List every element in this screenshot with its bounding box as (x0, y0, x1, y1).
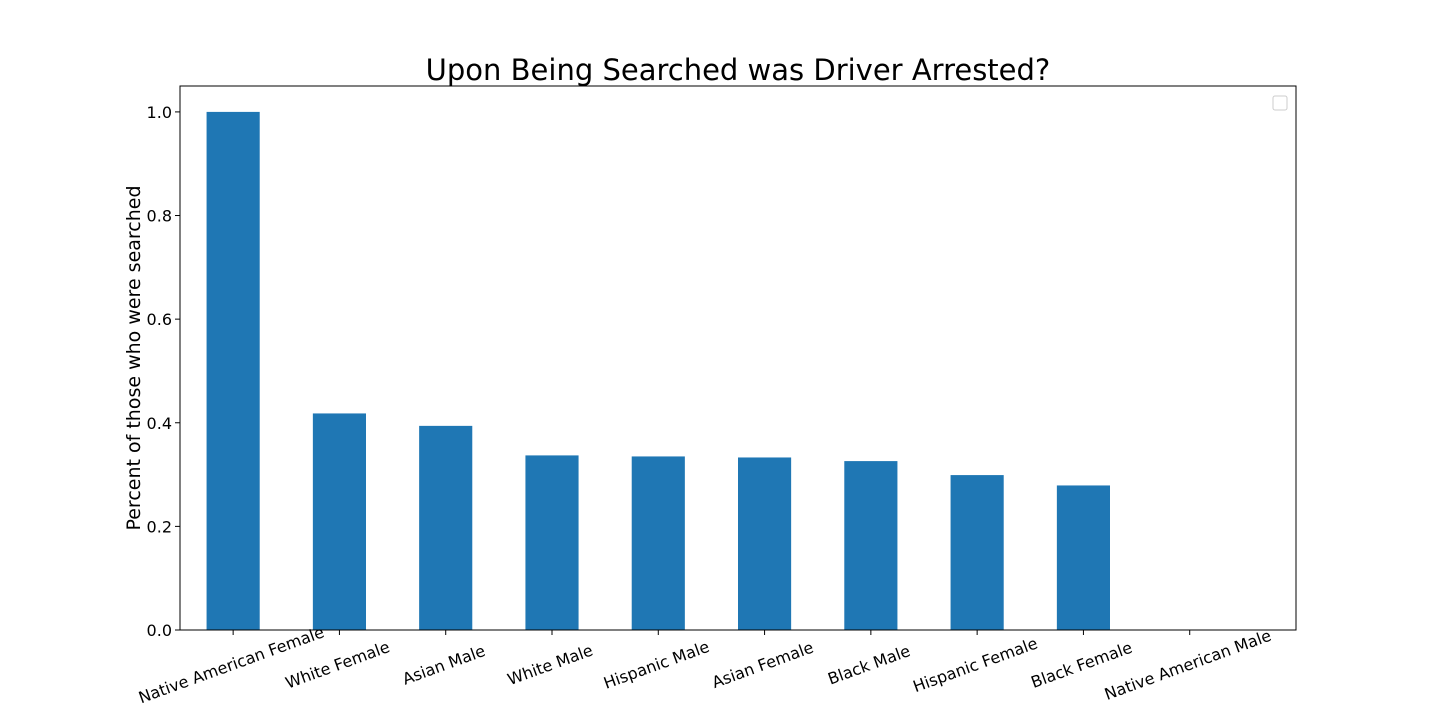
bars-group (206, 111, 1110, 630)
y-axis-label: Percent of those who were searched (123, 185, 145, 530)
bar (419, 425, 473, 630)
y-tick-label: 0.2 (147, 517, 172, 536)
x-tick-label: Asian Female (709, 638, 816, 692)
x-tick-label: Black Male (825, 641, 913, 688)
bar (631, 456, 685, 630)
x-tick-label: Hispanic Female (910, 633, 1040, 696)
bar (738, 457, 792, 630)
x-tick-label: Asian Male (400, 641, 488, 688)
bar (312, 413, 366, 630)
y-tick-label: 0.6 (147, 310, 172, 329)
y-tick-label: 0.8 (147, 207, 172, 226)
y-tick-label: 0.0 (147, 621, 172, 640)
x-tick-label: White Male (505, 641, 596, 689)
plot-area-frame (179, 85, 1297, 631)
y-tick-label: 1.0 (147, 103, 172, 122)
y-axis: 0.0 0.2 0.4 0.6 0.8 1.0 (147, 103, 180, 640)
chart-title: Upon Being Searched was Driver Arrested? (426, 53, 1051, 87)
bar (844, 461, 898, 630)
x-tick-label: Hispanic Male (601, 637, 712, 693)
bar (206, 111, 260, 630)
bar (950, 475, 1004, 630)
bar (525, 455, 579, 630)
legend-box (1272, 95, 1288, 111)
y-tick-label: 0.4 (147, 414, 172, 433)
bar (1056, 485, 1110, 630)
